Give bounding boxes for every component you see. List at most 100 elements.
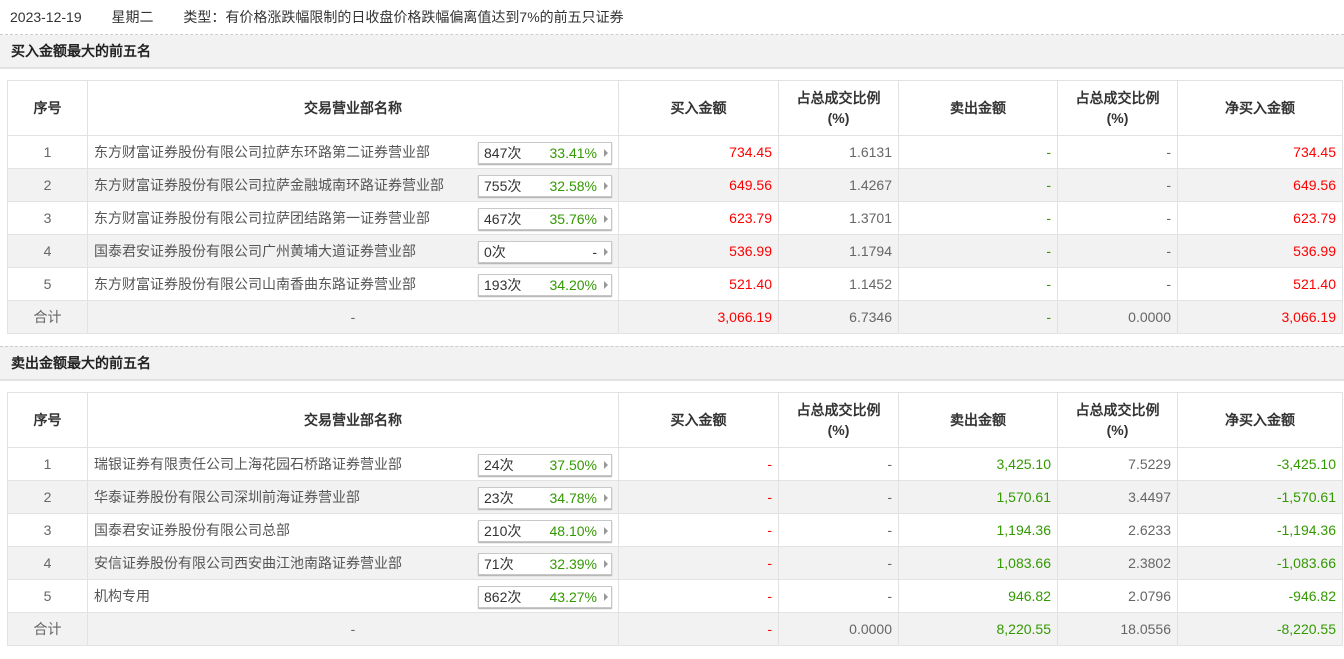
total-sell-amount: 8,220.55: [898, 612, 1058, 646]
report-date: 2023-12-19: [10, 9, 82, 25]
branch-stats-button[interactable]: 467次 35.76%: [478, 208, 612, 230]
table-row[interactable]: 3 东方财富证券股份有限公司拉萨团结路第一证券营业部 467次 35.76% 6…: [7, 201, 1343, 235]
total-branch: -: [87, 300, 619, 334]
total-buy-ratio: 6.7346: [778, 300, 899, 334]
buy-amount: -: [618, 579, 779, 613]
top-buyers-table: 序号 交易营业部名称 买入金额 占总成交比例 (%) 卖出金额 占总成交比例 (%) 净买入…: [7, 80, 1343, 334]
buy-amount: -: [618, 447, 779, 481]
buy-amount: 649.56: [618, 168, 779, 202]
sell-amount: -: [898, 234, 1058, 268]
row-index: 3: [7, 513, 88, 547]
branch-name-link[interactable]: 东方财富证券股份有限公司拉萨团结路第一证券营业部: [94, 210, 430, 226]
table-row[interactable]: 2 华泰证券股份有限公司深圳前海证券营业部 23次 34.78% - - 1,5…: [7, 480, 1343, 514]
table-row[interactable]: 4 安信证券股份有限公司西安曲江池南路证券营业部 71次 32.39% - - …: [7, 546, 1343, 580]
total-row: 合计 - 3,066.19 6.7346 - 0.0000 3,066.19: [7, 300, 1343, 334]
table-row[interactable]: 3 国泰君安证券股份有限公司总部 210次 48.10% - - 1,194.3…: [7, 513, 1343, 547]
caret-right-icon: [604, 182, 608, 190]
branch-name-link[interactable]: 东方财富证券股份有限公司拉萨金融城南环路证券营业部: [94, 177, 444, 193]
table-row[interactable]: 1 东方财富证券股份有限公司拉萨东环路第二证券营业部 847次 33.41% 7…: [7, 135, 1343, 169]
col-buy-amount-header: 买入金额: [618, 80, 779, 136]
table-row[interactable]: 5 东方财富证券股份有限公司山南香曲东路证券营业部 193次 34.20% 52…: [7, 267, 1343, 301]
sell-amount: -: [898, 201, 1058, 235]
branch-stats-button[interactable]: 210次 48.10%: [478, 520, 612, 542]
caret-right-icon: [604, 149, 608, 157]
branch-success-rate: 34.20%: [549, 277, 597, 293]
branch-stats-button[interactable]: 847次 33.41%: [478, 142, 612, 164]
branch-stats-button[interactable]: 755次 32.58%: [478, 175, 612, 197]
branch-trade-count: 0次: [484, 244, 506, 260]
branch-success-rate: 32.58%: [549, 178, 597, 194]
branch-stats-button[interactable]: 71次 32.39%: [478, 553, 612, 575]
table-row[interactable]: 2 东方财富证券股份有限公司拉萨金融城南环路证券营业部 755次 32.58% …: [7, 168, 1343, 202]
table-header-row: 序号 交易营业部名称 买入金额 占总成交比例 (%) 卖出金额 占总成交比例 (%) 净买入…: [7, 80, 1343, 136]
branch-trade-count: 24次: [484, 457, 514, 473]
total-net-buy: -8,220.55: [1177, 612, 1343, 646]
branch-cell: 东方财富证券股份有限公司拉萨团结路第一证券营业部 467次 35.76%: [87, 201, 619, 235]
buy-amount: 536.99: [618, 234, 779, 268]
branch-cell: 东方财富证券股份有限公司拉萨东环路第二证券营业部 847次 33.41%: [87, 135, 619, 169]
branch-success-rate: 37.50%: [549, 457, 597, 473]
total-buy-amount: -: [618, 612, 779, 646]
branch-stats-button[interactable]: 23次 34.78%: [478, 487, 612, 509]
total-label: 合计: [7, 612, 88, 646]
branch-stats-button[interactable]: 0次 -: [478, 241, 612, 263]
branch-stats-button[interactable]: 862次 43.27%: [478, 586, 612, 608]
col-sell-ratio-header: 占总成交比例 (%): [1057, 392, 1178, 448]
row-index: 2: [7, 168, 88, 202]
sell-amount: 1,570.61: [898, 480, 1058, 514]
total-label: 合计: [7, 300, 88, 334]
col-buy-amount-header: 买入金额: [618, 392, 779, 448]
total-buy-amount: 3,066.19: [618, 300, 779, 334]
total-buy-ratio: 0.0000: [778, 612, 899, 646]
row-index: 2: [7, 480, 88, 514]
table-row[interactable]: 5 机构专用 862次 43.27% - - 946.82 2.0796 -94…: [7, 579, 1343, 613]
buy-ratio: 1.1452: [778, 267, 899, 301]
branch-name-link[interactable]: 国泰君安证券股份有限公司广州黄埔大道证券营业部: [94, 243, 416, 259]
sell-ratio: -: [1057, 201, 1178, 235]
branch-cell: 东方财富证券股份有限公司山南香曲东路证券营业部 193次 34.20%: [87, 267, 619, 301]
branch-trade-count: 467次: [484, 211, 522, 227]
table-row[interactable]: 1 瑞银证券有限责任公司上海花园石桥路证券营业部 24次 37.50% - - …: [7, 447, 1343, 481]
branch-name-link[interactable]: 瑞银证券有限责任公司上海花园石桥路证券营业部: [94, 456, 402, 472]
row-index: 1: [7, 135, 88, 169]
net-buy-amount: 623.79: [1177, 201, 1343, 235]
branch-name-link[interactable]: 国泰君安证券股份有限公司总部: [94, 522, 290, 538]
branch-success-rate: 43.27%: [549, 589, 597, 605]
branch-name-link[interactable]: 安信证券股份有限公司西安曲江池南路证券营业部: [94, 555, 402, 571]
branch-success-rate: 35.76%: [549, 211, 597, 227]
table-row[interactable]: 4 国泰君安证券股份有限公司广州黄埔大道证券营业部 0次 - 536.99 1.…: [7, 234, 1343, 268]
net-buy-amount: 521.40: [1177, 267, 1343, 301]
col-branch-name-header: 交易营业部名称: [87, 392, 619, 448]
col-sell-ratio-header: 占总成交比例 (%): [1057, 80, 1178, 136]
report-header: 2023-12-19 星期二 类型：有价格涨跌幅限制的日收盘价格跌幅偏离值达到7…: [0, 0, 1344, 35]
report-type: 类型：有价格涨跌幅限制的日收盘价格跌幅偏离值达到7%的前五只证券: [183, 9, 624, 25]
branch-trade-count: 23次: [484, 490, 514, 506]
buy-ratio: -: [778, 480, 899, 514]
branch-trade-count: 71次: [484, 556, 514, 572]
col-index-header: 序号: [7, 392, 88, 448]
branch-name-link[interactable]: 机构专用: [94, 588, 150, 604]
buy-ratio: 1.6131: [778, 135, 899, 169]
branch-success-rate: 34.78%: [549, 490, 597, 506]
branch-name-link[interactable]: 华泰证券股份有限公司深圳前海证券营业部: [94, 489, 360, 505]
branch-cell: 安信证券股份有限公司西安曲江池南路证券营业部 71次 32.39%: [87, 546, 619, 580]
sell-amount: 1,083.66: [898, 546, 1058, 580]
buy-amount: -: [618, 546, 779, 580]
branch-cell: 国泰君安证券股份有限公司广州黄埔大道证券营业部 0次 -: [87, 234, 619, 268]
branch-cell: 华泰证券股份有限公司深圳前海证券营业部 23次 34.78%: [87, 480, 619, 514]
branch-stats-button[interactable]: 193次 34.20%: [478, 274, 612, 296]
section-title-top-sellers: 卖出金额最大的前五名: [0, 346, 1344, 381]
total-sell-amount: -: [898, 300, 1058, 334]
branch-trade-count: 862次: [484, 589, 522, 605]
buy-ratio: -: [778, 579, 899, 613]
branch-stats-button[interactable]: 24次 37.50%: [478, 454, 612, 476]
net-buy-amount: -3,425.10: [1177, 447, 1343, 481]
sell-ratio: 2.0796: [1057, 579, 1178, 613]
row-index: 5: [7, 267, 88, 301]
net-buy-amount: -1,083.66: [1177, 546, 1343, 580]
net-buy-amount: -946.82: [1177, 579, 1343, 613]
branch-name-link[interactable]: 东方财富证券股份有限公司拉萨东环路第二证券营业部: [94, 144, 430, 160]
branch-name-link[interactable]: 东方财富证券股份有限公司山南香曲东路证券营业部: [94, 276, 416, 292]
branch-cell: 机构专用 862次 43.27%: [87, 579, 619, 613]
total-net-buy: 3,066.19: [1177, 300, 1343, 334]
